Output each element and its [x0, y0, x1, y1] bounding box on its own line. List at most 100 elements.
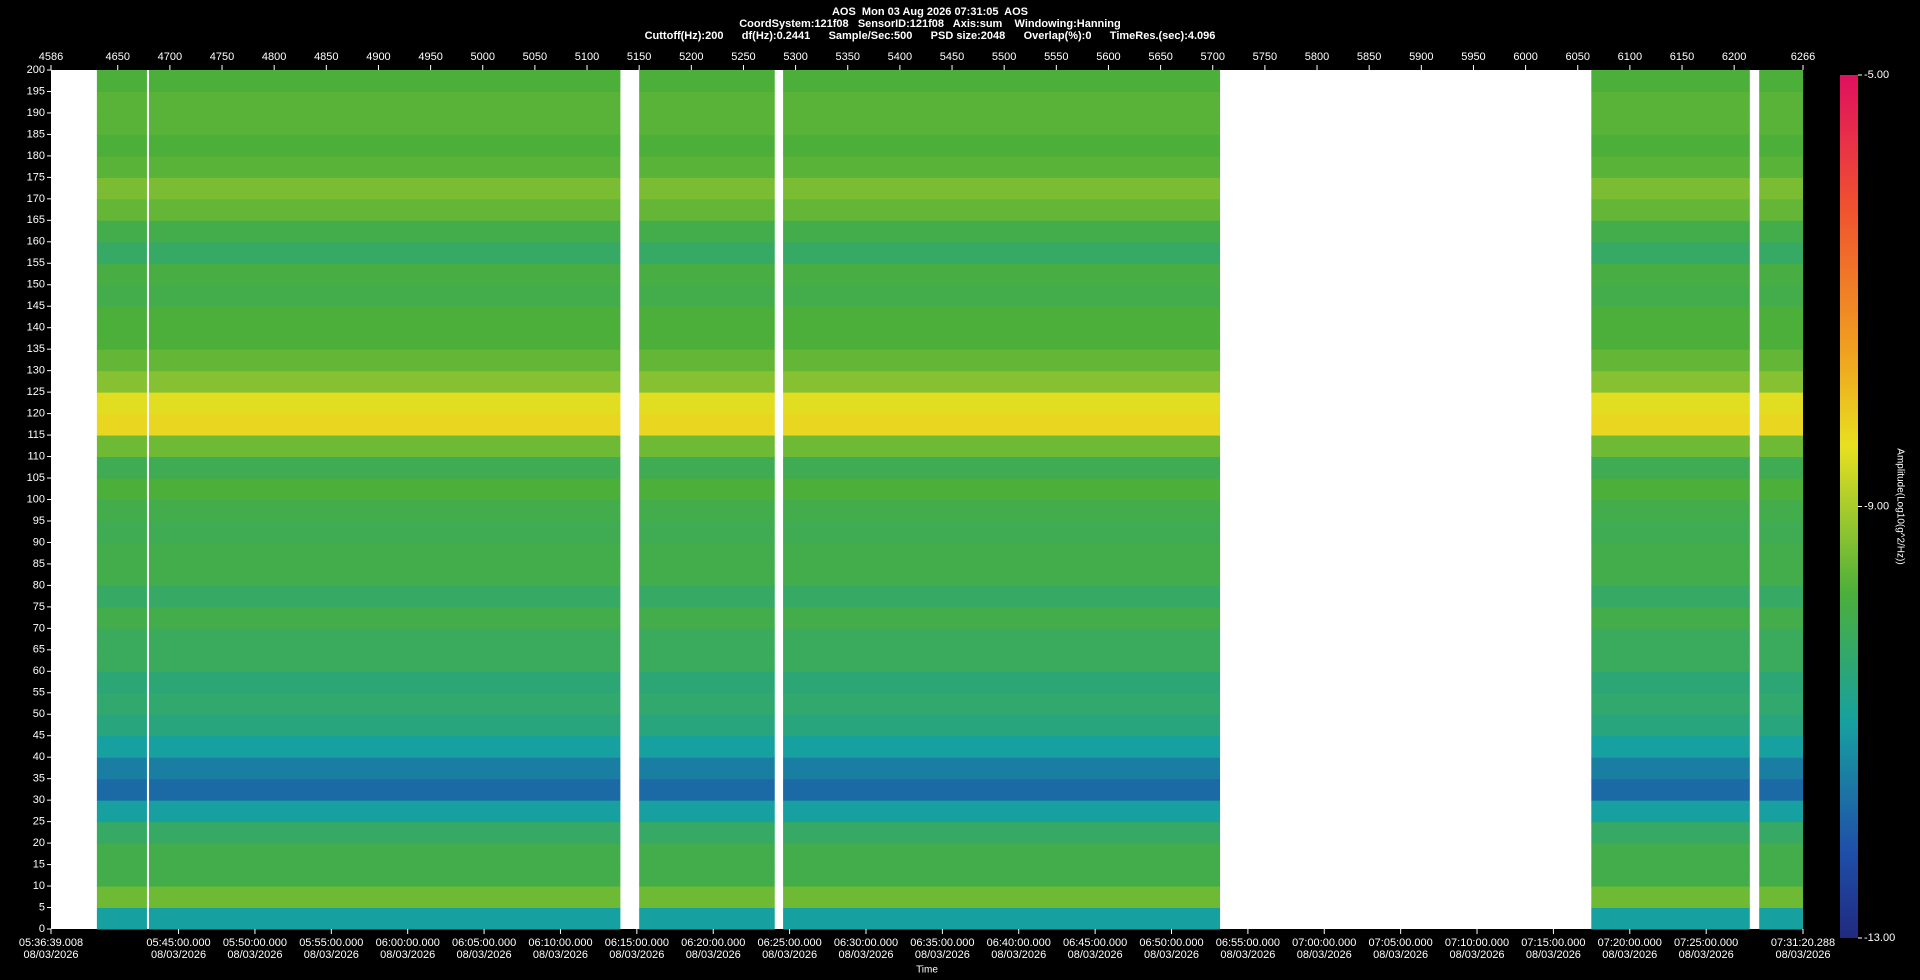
spectrogram-cell	[639, 306, 775, 329]
spectrogram-cell	[149, 456, 621, 479]
spectrogram-cell	[149, 907, 621, 930]
spectrogram-cell	[149, 198, 621, 221]
spectrogram-cell	[1759, 198, 1803, 221]
spectrogram-cell	[96, 134, 147, 157]
spectrogram-cell	[149, 800, 621, 823]
y-tick-label: 125	[27, 386, 45, 398]
spectrogram-cell	[96, 800, 147, 823]
spectrogram-cell	[1759, 241, 1803, 264]
spectrogram-cell	[639, 435, 775, 458]
x-tick-label: 4700	[158, 51, 182, 63]
spectrogram-cell	[149, 714, 621, 737]
spectrogram-cell	[149, 370, 621, 393]
spectrogram-cell	[639, 542, 775, 565]
spectrogram-cell	[1591, 843, 1750, 866]
spectrogram-cell	[783, 392, 1221, 415]
spectrogram-cell	[1759, 478, 1803, 500]
time-tick-label: 06:20:00.000	[681, 937, 745, 949]
spectrogram-cell	[1759, 284, 1803, 307]
time-tick-label: 06:05:00.000	[452, 937, 516, 949]
time-tick-date: 08/03/2026	[304, 949, 359, 961]
spectrogram-cell	[1591, 520, 1750, 543]
y-tick-label: 140	[27, 322, 45, 334]
spectrogram-cell	[783, 692, 1221, 715]
spectrogram-cell	[639, 70, 775, 92]
y-tick-label: 70	[33, 622, 45, 634]
y-tick-label: 115	[27, 429, 45, 441]
spectrogram-cell	[783, 649, 1221, 672]
spectrogram-cell	[639, 349, 775, 372]
spectrogram-cell	[1759, 520, 1803, 543]
y-tick-label: 160	[27, 236, 45, 248]
spectrogram-cell	[96, 821, 147, 844]
time-tick-date: 08/03/2026	[1679, 949, 1734, 961]
time-tick-label: 06:55:00.000	[1216, 937, 1280, 949]
x-tick-label: 5050	[523, 51, 547, 63]
spectrogram-cell	[1759, 370, 1803, 393]
spectrogram-cell	[96, 478, 147, 500]
time-tick-label: 07:31:20.288	[1771, 937, 1835, 949]
time-tick-label: 07:10:00.000	[1445, 937, 1509, 949]
spectrogram-cell	[149, 864, 621, 887]
spectrogram-cell	[783, 843, 1221, 866]
y-tick-label: 110	[27, 450, 45, 462]
spectrogram-cell	[149, 349, 621, 372]
spectrogram-cell	[1591, 907, 1750, 930]
spectrogram-cell	[1591, 478, 1750, 500]
spectrogram-cell	[639, 134, 775, 157]
spectrogram-cell	[639, 478, 775, 500]
spectrogram-cell	[1759, 306, 1803, 329]
y-tick-label: 85	[33, 558, 45, 570]
time-tick-label: 05:45:00.000	[146, 937, 210, 949]
spectrogram-cell	[1759, 907, 1803, 930]
spectrogram-cell	[1759, 692, 1803, 715]
spectrogram-cell	[1591, 198, 1750, 221]
spectrogram-cell	[1759, 864, 1803, 887]
colorbar-tick-label: -13.00	[1864, 932, 1895, 944]
time-tick-date: 08/03/2026	[1297, 949, 1352, 961]
spectrogram-cell	[783, 757, 1221, 780]
spectrogram-cell	[96, 91, 147, 114]
spectrogram-cell	[149, 563, 621, 586]
colorbar-title: Amplitude(Log10(g^2/Hz))	[1894, 448, 1905, 564]
y-tick-label: 55	[33, 687, 45, 699]
time-tick-date: 08/03/2026	[227, 949, 282, 961]
spectrogram-cell	[783, 735, 1221, 758]
spectrogram-cell	[639, 800, 775, 823]
spectrogram-cell	[149, 478, 621, 500]
spectrogram-cell	[1591, 585, 1750, 608]
x-tick-label: 5200	[679, 51, 703, 63]
spectrogram-cell	[783, 435, 1221, 458]
y-tick-label: 130	[27, 365, 45, 377]
spectrogram-cell	[1591, 821, 1750, 844]
time-tick-date: 08/03/2026	[23, 949, 78, 961]
x-tick-label: 6100	[1618, 51, 1642, 63]
x-tick-label: 4650	[106, 51, 130, 63]
spectrogram-cell	[783, 714, 1221, 737]
y-tick-label: 40	[33, 751, 45, 763]
time-tick-date: 08/03/2026	[991, 949, 1046, 961]
spectrogram-cell	[639, 499, 775, 522]
x-tick-label: 5700	[1201, 51, 1225, 63]
x-tick-label: 5000	[471, 51, 495, 63]
spectrogram-cell	[1591, 177, 1750, 200]
spectrogram-cell	[1759, 70, 1803, 92]
spectrogram-cell	[639, 284, 775, 307]
time-tick-label: 06:25:00.000	[757, 937, 821, 949]
time-tick-label: 06:50:00.000	[1139, 937, 1203, 949]
spectrogram-cell	[1591, 220, 1750, 243]
x-tick-label: 5100	[575, 51, 599, 63]
spectrogram-cell	[96, 112, 147, 135]
y-tick-label: 120	[27, 408, 45, 420]
spectrogram-cell	[149, 843, 621, 866]
x-tick-label: 5800	[1305, 51, 1329, 63]
spectrogram-cell	[639, 112, 775, 135]
y-tick-label: 195	[27, 85, 45, 97]
spectrogram-cell	[1591, 349, 1750, 372]
chart-subtitle: CoordSystem:121f08 SensorID:121f08 Axis:…	[739, 18, 1121, 30]
time-tick-date: 08/03/2026	[1220, 949, 1275, 961]
spectrogram-cell	[1759, 778, 1803, 801]
spectrogram-cell	[639, 263, 775, 286]
spectrogram-cell	[783, 864, 1221, 887]
spectrogram-cell	[639, 886, 775, 909]
